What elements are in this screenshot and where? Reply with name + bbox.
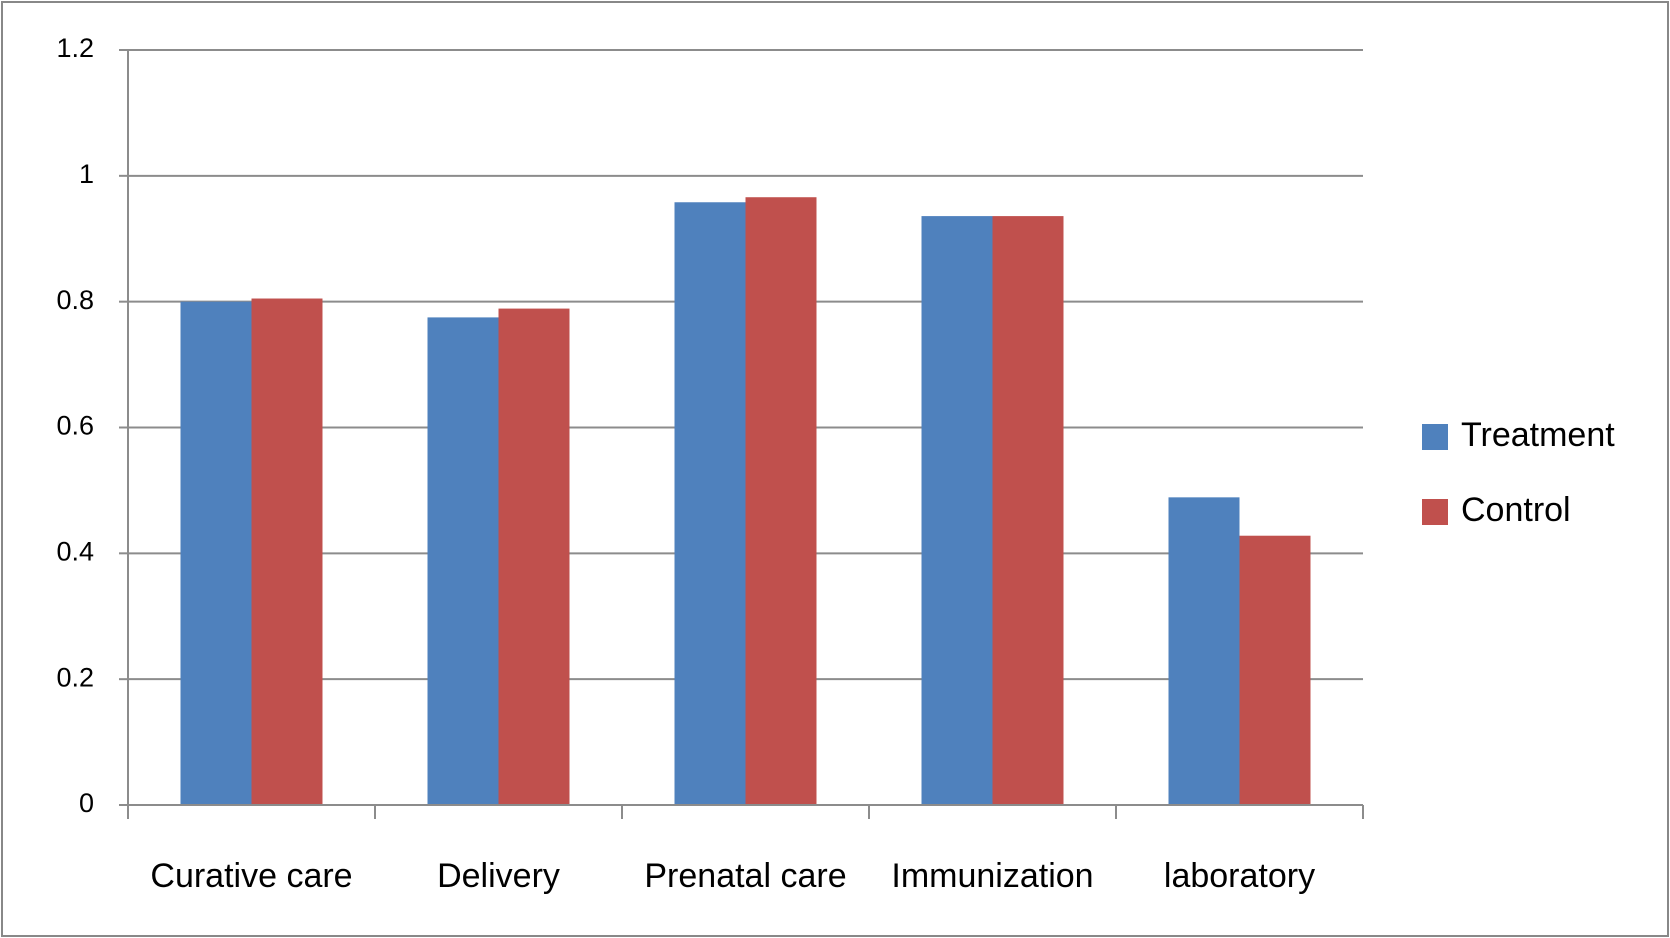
bar: [1168, 497, 1240, 805]
x-tick-label: laboratory: [1164, 857, 1315, 895]
x-tick-label: Delivery: [437, 857, 560, 895]
bar: [251, 298, 323, 805]
bar: [992, 216, 1064, 806]
y-tick-label: 0.6: [56, 411, 94, 441]
bar: [921, 216, 993, 806]
y-tick-label: 0.8: [56, 285, 94, 315]
bar: [180, 301, 252, 805]
x-tick-label: Curative care: [150, 857, 352, 895]
bar: [1239, 535, 1311, 805]
legend-swatch: [1422, 499, 1448, 525]
y-tick-label: 0.4: [56, 536, 94, 566]
legend-swatch: [1422, 424, 1448, 450]
bar: [498, 308, 570, 805]
bar: [427, 317, 499, 805]
bar: [745, 197, 817, 806]
y-tick-label: 0.2: [56, 662, 94, 692]
bar: [674, 202, 746, 806]
y-tick-label: 1.2: [56, 33, 94, 63]
y-tick-label: 0: [79, 788, 94, 818]
legend-label: Control: [1461, 491, 1571, 529]
x-tick-label: Prenatal care: [644, 857, 846, 895]
x-tick-label: Immunization: [891, 857, 1093, 895]
y-tick-label: 1: [79, 159, 94, 189]
legend-label: Treatment: [1461, 416, 1615, 454]
